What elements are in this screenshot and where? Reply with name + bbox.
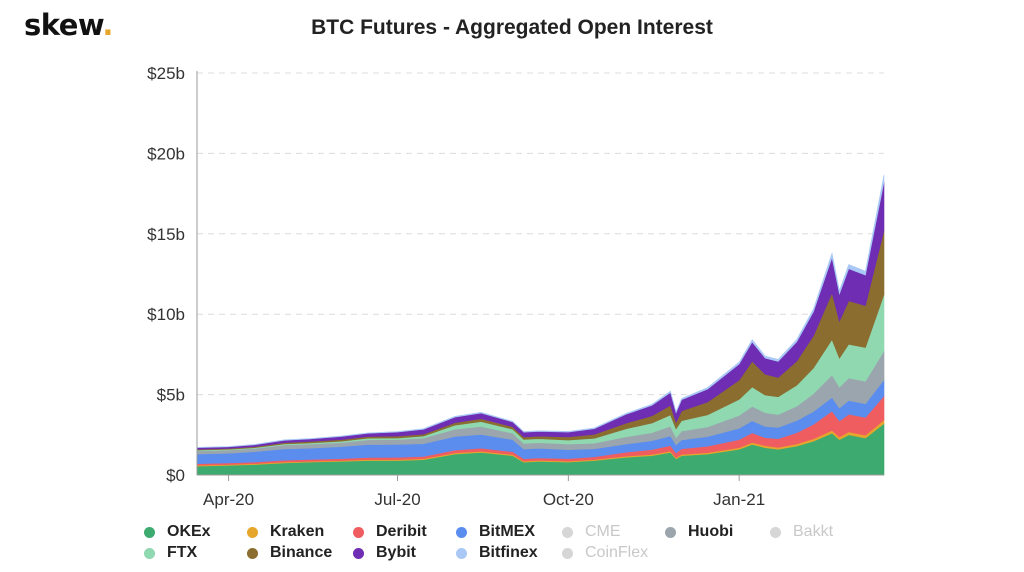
x-tick-label: Apr-20 (203, 490, 254, 509)
legend: OKEx Kraken Deribit BitMEX CME Huobi Bakkt FTX B… (144, 522, 904, 563)
legend-swatch (770, 526, 781, 538)
legend-item-okex[interactable]: OKEx (144, 522, 247, 542)
legend-label: FTX (167, 544, 198, 561)
legend-item-huobi[interactable]: Huobi (665, 522, 770, 542)
legend-swatch (562, 526, 573, 538)
legend-swatch (247, 547, 258, 559)
x-tick-label: Jan-21 (713, 490, 765, 509)
x-tick-label: Oct-20 (543, 490, 594, 509)
legend-item-binance[interactable]: Binance (247, 543, 353, 563)
legend-label: CoinFlex (585, 544, 649, 561)
legend-item-ftx[interactable]: FTX (144, 543, 247, 563)
y-tick-label: $20b (147, 144, 185, 163)
y-tick-label: $5b (157, 386, 185, 405)
legend-item-deribit[interactable]: Deribit (353, 522, 456, 542)
y-tick-label: $15b (147, 225, 185, 244)
legend-swatch (353, 526, 364, 538)
legend-item-kraken[interactable]: Kraken (247, 522, 353, 542)
legend-item-bakkt[interactable]: Bakkt (770, 522, 870, 542)
logo-text: skew (24, 8, 103, 42)
legend-item-bybit[interactable]: Bybit (353, 543, 456, 563)
legend-label: Bybit (376, 544, 416, 561)
chart-title: BTC Futures - Aggregated Open Interest (311, 16, 713, 39)
legend-label: Bakkt (793, 523, 834, 540)
legend-label: CME (585, 523, 621, 540)
legend-swatch (456, 526, 467, 538)
legend-item-bitmex[interactable]: BitMEX (456, 522, 562, 542)
axes: $0 $5b $10b $15b $20b $25b Apr-20 Jul-20 Oct-20 J… (147, 64, 884, 509)
legend-item-bitfinex[interactable]: Bitfinex (456, 543, 562, 563)
legend-label: OKEx (167, 523, 211, 540)
legend-item-coinflex[interactable]: CoinFlex (562, 543, 665, 563)
legend-swatch (353, 547, 364, 559)
y-tick-label: $10b (147, 305, 185, 324)
legend-label: Kraken (270, 523, 325, 540)
legend-swatch (665, 526, 676, 538)
legend-swatch (456, 547, 467, 559)
legend-swatch (144, 526, 155, 538)
grid-lines (197, 72, 884, 396)
series-areas (196, 174, 885, 476)
stacked-area-chart: $0 $5b $10b $15b $20b $25b Apr-20 Jul-20 Oct-20 J… (147, 64, 885, 509)
x-tick-label: Jul-20 (374, 490, 420, 509)
legend-item-cme[interactable]: CME (562, 522, 665, 542)
y-tick-label: $0 (166, 466, 185, 485)
area-bitfinex (196, 174, 885, 448)
skew-logo: skew. (24, 8, 113, 42)
legend-label: Deribit (376, 523, 427, 540)
legend-label: Bitfinex (479, 544, 538, 561)
legend-label: BitMEX (479, 523, 535, 540)
legend-label: Huobi (688, 523, 734, 540)
legend-label: Binance (270, 544, 333, 561)
logo-dot: . (102, 8, 113, 42)
legend-swatch (247, 526, 258, 538)
legend-swatch (144, 547, 155, 559)
legend-swatch (562, 547, 573, 559)
y-tick-label: $25b (147, 64, 185, 83)
